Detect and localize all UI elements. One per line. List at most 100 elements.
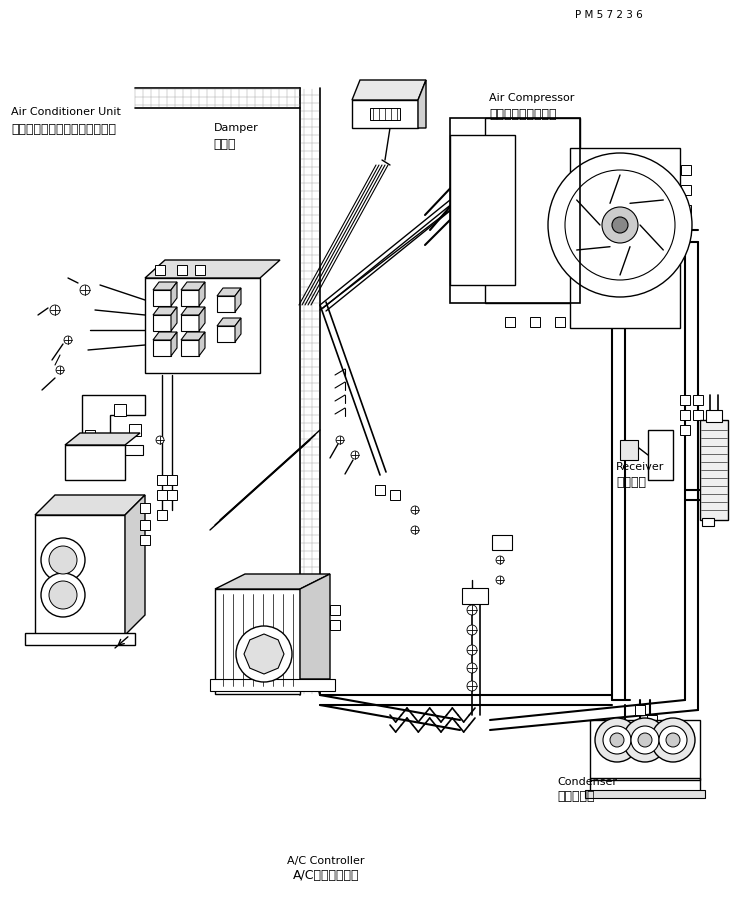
Polygon shape: [145, 278, 260, 373]
Polygon shape: [693, 395, 703, 405]
Polygon shape: [199, 307, 205, 331]
Polygon shape: [330, 620, 340, 630]
Circle shape: [602, 207, 638, 243]
Circle shape: [336, 436, 344, 444]
Polygon shape: [153, 307, 177, 315]
Polygon shape: [65, 433, 140, 445]
Polygon shape: [181, 315, 199, 331]
Circle shape: [496, 576, 504, 584]
Circle shape: [496, 556, 504, 564]
Polygon shape: [171, 307, 177, 331]
Polygon shape: [450, 135, 515, 285]
Polygon shape: [88, 445, 143, 455]
Polygon shape: [455, 180, 465, 190]
Polygon shape: [235, 318, 241, 342]
Polygon shape: [217, 296, 235, 312]
Text: A/Cコントローラ: A/Cコントローラ: [293, 869, 359, 882]
Polygon shape: [680, 425, 690, 435]
Circle shape: [49, 546, 77, 574]
Text: コンデンサ: コンデンサ: [558, 790, 595, 803]
Circle shape: [50, 305, 60, 315]
Polygon shape: [153, 340, 171, 356]
Polygon shape: [681, 165, 691, 175]
Polygon shape: [485, 118, 580, 303]
Polygon shape: [217, 288, 241, 296]
Polygon shape: [570, 148, 680, 328]
Polygon shape: [171, 332, 177, 356]
Polygon shape: [635, 705, 645, 715]
Polygon shape: [215, 589, 300, 694]
Polygon shape: [215, 574, 330, 589]
Polygon shape: [140, 520, 150, 530]
Polygon shape: [35, 515, 125, 635]
Text: エアーコンディショナユニット: エアーコンディショナユニット: [11, 123, 116, 136]
Polygon shape: [157, 490, 167, 500]
Circle shape: [467, 625, 477, 635]
Circle shape: [638, 733, 652, 747]
Polygon shape: [145, 260, 280, 278]
Circle shape: [612, 217, 628, 233]
Polygon shape: [153, 282, 177, 290]
Circle shape: [80, 285, 90, 295]
Circle shape: [467, 645, 477, 655]
Circle shape: [631, 726, 659, 754]
Polygon shape: [125, 495, 145, 635]
Polygon shape: [680, 395, 690, 405]
Polygon shape: [330, 605, 340, 615]
Polygon shape: [352, 80, 426, 100]
Polygon shape: [462, 588, 488, 604]
Polygon shape: [140, 503, 150, 513]
Circle shape: [623, 718, 667, 762]
Polygon shape: [647, 715, 657, 725]
Polygon shape: [171, 282, 177, 306]
Polygon shape: [680, 410, 690, 420]
Polygon shape: [700, 420, 728, 520]
Polygon shape: [25, 633, 135, 645]
Polygon shape: [181, 307, 205, 315]
Polygon shape: [199, 282, 205, 306]
Polygon shape: [585, 790, 705, 798]
Text: Air Compressor: Air Compressor: [489, 93, 575, 103]
Circle shape: [666, 733, 680, 747]
Polygon shape: [167, 475, 177, 485]
Polygon shape: [35, 495, 145, 515]
Polygon shape: [370, 108, 400, 120]
Polygon shape: [555, 317, 565, 327]
Polygon shape: [177, 265, 187, 275]
Circle shape: [351, 451, 359, 459]
Circle shape: [411, 506, 419, 514]
Text: Receiver: Receiver: [616, 462, 665, 472]
Polygon shape: [300, 574, 330, 679]
Polygon shape: [455, 160, 465, 170]
Polygon shape: [85, 430, 95, 440]
Polygon shape: [217, 326, 235, 342]
Polygon shape: [65, 445, 125, 480]
Circle shape: [41, 573, 85, 617]
Polygon shape: [210, 679, 335, 691]
Polygon shape: [82, 395, 145, 445]
Polygon shape: [492, 535, 512, 550]
Polygon shape: [375, 485, 385, 495]
Circle shape: [610, 733, 624, 747]
Polygon shape: [702, 518, 714, 526]
Circle shape: [467, 681, 477, 691]
Circle shape: [548, 153, 692, 297]
Polygon shape: [418, 80, 426, 128]
Polygon shape: [114, 404, 126, 416]
Text: Condenser: Condenser: [558, 777, 618, 787]
Polygon shape: [235, 288, 241, 312]
Circle shape: [411, 526, 419, 534]
Text: Damper: Damper: [214, 123, 258, 133]
Polygon shape: [157, 475, 167, 485]
Text: エアーコンプレッサ: エアーコンプレッサ: [489, 108, 556, 121]
Text: Air Conditioner Unit: Air Conditioner Unit: [11, 107, 121, 117]
Polygon shape: [681, 205, 691, 215]
Circle shape: [49, 581, 77, 609]
Text: P M 5 7 2 3 6: P M 5 7 2 3 6: [575, 10, 643, 20]
Circle shape: [603, 726, 631, 754]
Polygon shape: [153, 315, 171, 331]
Circle shape: [595, 718, 639, 762]
Text: ダンパ: ダンパ: [214, 138, 236, 151]
Polygon shape: [217, 318, 241, 326]
Polygon shape: [390, 490, 400, 500]
